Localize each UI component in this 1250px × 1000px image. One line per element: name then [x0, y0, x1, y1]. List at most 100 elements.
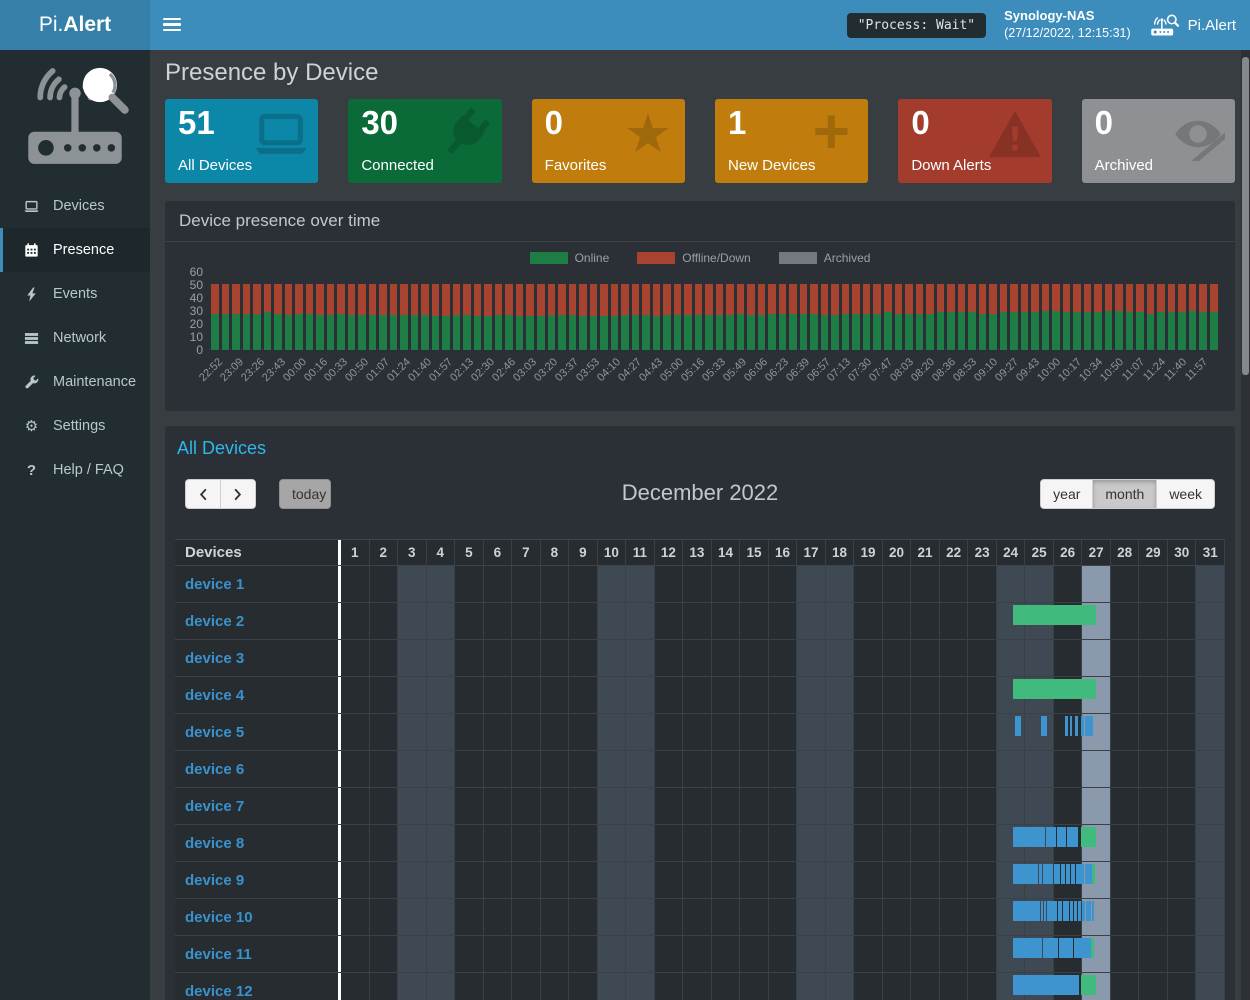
device-link[interactable]: device 2 — [185, 612, 245, 630]
day-cell — [1082, 751, 1111, 787]
scrollbar-thumb[interactable] — [1242, 57, 1249, 375]
sidebar-item-presence[interactable]: Presence — [0, 228, 150, 272]
day-cell — [370, 603, 399, 639]
device-link[interactable]: device 1 — [185, 575, 245, 593]
presence-segment — [1070, 901, 1073, 921]
day-header: 21 — [911, 540, 940, 565]
chart-bar — [463, 283, 471, 350]
day-cell — [769, 640, 798, 676]
device-link[interactable]: device 4 — [185, 686, 245, 704]
day-cell — [626, 566, 655, 602]
sidebar-item-help-faq[interactable]: ? Help / FAQ — [0, 448, 150, 492]
day-cell — [597, 566, 627, 602]
device-link[interactable]: device 5 — [185, 723, 245, 741]
day-cell — [1111, 936, 1140, 972]
sidebar-item-label: Presence — [53, 242, 115, 258]
day-cell — [370, 973, 399, 1000]
sidebar-toggle-icon[interactable] — [163, 18, 181, 32]
chart-bar — [389, 283, 398, 350]
day-cell — [797, 677, 826, 713]
day-header: 4 — [427, 540, 456, 565]
day-cell — [569, 603, 598, 639]
day-cell — [911, 825, 940, 861]
day-header: 30 — [1168, 540, 1197, 565]
day-cell — [655, 677, 684, 713]
y-tick-label: 40 — [189, 291, 203, 305]
day-cell — [1139, 603, 1168, 639]
day-cell — [426, 936, 456, 972]
today-button[interactable]: today — [279, 479, 331, 509]
warning-icon — [984, 102, 1046, 166]
day-cell — [597, 899, 627, 935]
device-link[interactable]: device 6 — [185, 760, 245, 778]
presence-segment — [1069, 716, 1073, 736]
day-cell — [825, 973, 855, 1000]
year-view-button[interactable]: year — [1040, 479, 1093, 509]
day-cell — [968, 788, 997, 824]
chart-bar — [747, 283, 755, 350]
day-cell — [1168, 640, 1197, 676]
summary-card-favorites[interactable]: 0 ★ Favorites — [531, 99, 685, 183]
month-view-button[interactable]: month — [1092, 479, 1157, 509]
sidebar-item-devices[interactable]: Devices — [0, 184, 150, 228]
main-content: Presence by Device 51 All Devices 30 Connec… — [150, 50, 1250, 1000]
column-divider — [338, 751, 341, 787]
week-view-button[interactable]: week — [1156, 479, 1215, 509]
legend-item-online: Online — [529, 251, 609, 265]
sidebar-item-settings[interactable]: ⚙ Settings — [0, 404, 150, 448]
column-divider — [338, 936, 341, 972]
summary-card-new-devices[interactable]: 1 + New Devices — [714, 99, 869, 183]
navbar-app[interactable]: Pi.Alert — [1149, 13, 1236, 37]
day-header: 26 — [1054, 540, 1083, 565]
day-cell — [426, 788, 456, 824]
device-link[interactable]: device 7 — [185, 797, 245, 815]
day-header: 5 — [455, 540, 484, 565]
day-cell — [1082, 788, 1111, 824]
day-cell — [740, 936, 769, 972]
prev-button[interactable] — [185, 479, 220, 509]
day-cell — [455, 973, 484, 1000]
sidebar-item-events[interactable]: Events — [0, 272, 150, 316]
device-link[interactable]: device 8 — [185, 834, 245, 852]
day-cell — [712, 603, 741, 639]
day-header: 17 — [797, 540, 826, 565]
summary-card-all-devices[interactable]: 51 All Devices — [165, 99, 319, 183]
sidebar-item-network[interactable]: Network — [0, 316, 150, 360]
device-link[interactable]: device 9 — [185, 871, 245, 889]
day-cell — [626, 714, 655, 750]
summary-card-archived[interactable]: 0 Archived — [1081, 99, 1235, 183]
day-cell — [825, 936, 855, 972]
chart-bar — [642, 283, 650, 350]
day-cell — [455, 899, 484, 935]
device-link[interactable]: device 12 — [185, 982, 253, 1000]
summary-card-down-alerts[interactable]: 0 Down Alerts — [898, 99, 1052, 183]
device-link[interactable]: device 3 — [185, 649, 245, 667]
sidebar-item-maintenance[interactable]: Maintenance — [0, 360, 150, 404]
card-value: 1 — [727, 104, 747, 141]
chart-bar — [1020, 283, 1029, 350]
chart-bar — [494, 283, 503, 350]
chart-bar — [1073, 283, 1081, 350]
presence-segment — [1012, 901, 1041, 921]
day-cell — [883, 936, 912, 972]
chart-bar — [1083, 283, 1092, 350]
sidebar-menu: Devices Presence Events Network Maintenance ⚙… — [0, 184, 150, 492]
device-link[interactable]: device 11 — [185, 945, 252, 963]
navbar-right: "Process: Wait" Synology-NAS (27/12/2022… — [846, 0, 1236, 50]
chart-bar — [831, 283, 839, 350]
day-cell — [597, 640, 627, 676]
day-cell — [883, 899, 912, 935]
day-cell — [484, 566, 513, 602]
card-label: Favorites — [544, 157, 607, 174]
brand-logo[interactable]: Pi. Alert — [0, 0, 150, 50]
chart-bar — [452, 283, 461, 350]
device-link[interactable]: device 10 — [185, 908, 253, 926]
chart-bar — [947, 283, 955, 350]
device-row-device-10: device 10 — [175, 899, 1225, 936]
next-button[interactable] — [220, 479, 256, 509]
day-cell — [854, 825, 883, 861]
day-cell — [740, 640, 769, 676]
bolt-icon — [23, 286, 40, 303]
y-tick-label: 50 — [189, 278, 203, 292]
summary-card-connected[interactable]: 30 Connected — [348, 99, 502, 183]
